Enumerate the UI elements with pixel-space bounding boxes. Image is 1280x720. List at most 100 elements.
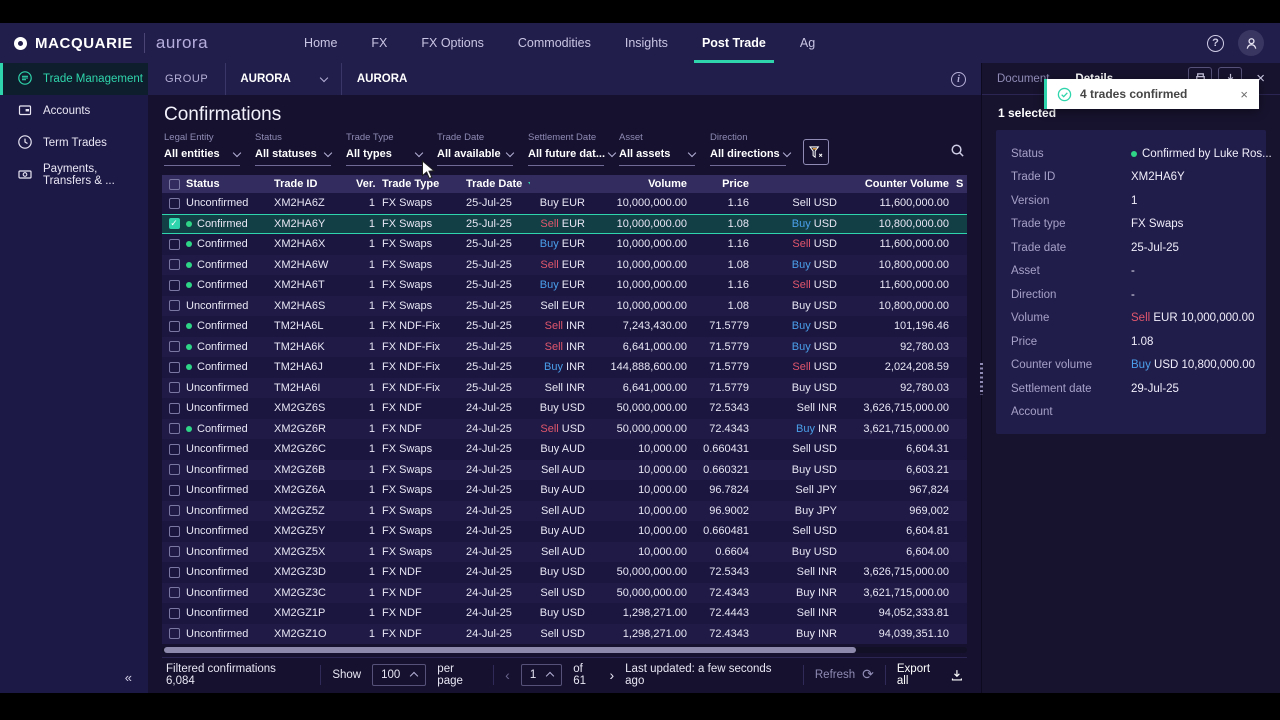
- trade-type-cell: FX NDF-Fix: [382, 320, 441, 333]
- row-checkbox[interactable]: [168, 361, 180, 373]
- sidebar-item-trade-management[interactable]: Trade Management: [0, 63, 148, 95]
- row-checkbox[interactable]: [168, 607, 180, 619]
- table-row[interactable]: Unconfirmed XM2GZ5Z 1 FX Swaps 24-Jul-25 Sell…: [162, 500, 967, 521]
- table-row[interactable]: Unconfirmed XM2GZ3C 1 FX NDF 24-Jul-25 Sell U…: [162, 582, 967, 603]
- table-row[interactable]: Confirmed TM2HA6K 1 FX NDF-Fix 25-Jul-25 Sell…: [162, 336, 967, 357]
- toast-close-icon[interactable]: ×: [1240, 86, 1248, 102]
- table-row[interactable]: ✓ Confirmed XM2HA6Y 1 FX Swaps 25-Jul-25 Sell …: [162, 213, 967, 234]
- row-checkbox[interactable]: [168, 484, 180, 496]
- table-row[interactable]: Unconfirmed XM2GZ6B 1 FX Swaps 24-Jul-25 Sell…: [162, 459, 967, 480]
- volume-cell: 7,243,430.00: [622, 320, 687, 333]
- row-checkbox[interactable]: [168, 279, 180, 291]
- row-checkbox[interactable]: [168, 382, 180, 394]
- counter-volume-cell: 3,621,715,000.00: [863, 422, 949, 435]
- table-row[interactable]: Unconfirmed TM2HA6I 1 FX NDF-Fix 25-Jul-25 Se…: [162, 377, 967, 398]
- row-checkbox[interactable]: [168, 505, 180, 517]
- row-checkbox[interactable]: [168, 587, 180, 599]
- col-truncated[interactable]: S: [956, 178, 966, 190]
- table-row[interactable]: Unconfirmed XM2GZ6A 1 FX Swaps 24-Jul-25 Buy …: [162, 480, 967, 501]
- table-row[interactable]: Confirmed XM2HA6T 1 FX Swaps 25-Jul-25 Buy EU…: [162, 275, 967, 296]
- table-row[interactable]: Unconfirmed XM2GZ1P 1 FX NDF 24-Jul-25 Buy US…: [162, 603, 967, 624]
- page-select[interactable]: 1: [520, 663, 563, 686]
- search-icon[interactable]: [950, 143, 965, 163]
- col-trade-date[interactable]: Trade Date: [466, 178, 530, 190]
- col-ver[interactable]: Ver.: [356, 178, 382, 190]
- filter-direction[interactable]: Direction All directions: [710, 132, 791, 166]
- filter-asset[interactable]: Asset All assets: [619, 132, 697, 166]
- ver-cell: 1: [368, 627, 375, 640]
- filter-legal-entity[interactable]: Legal Entity All entities: [164, 132, 242, 166]
- table-row[interactable]: Confirmed XM2GZ6R 1 FX NDF 24-Jul-25 Sell USD…: [162, 418, 967, 439]
- table-row[interactable]: Unconfirmed XM2HA6S 1 FX Swaps 25-Jul-25 Sell…: [162, 295, 967, 316]
- nav-item-commodities[interactable]: Commodities: [517, 36, 591, 50]
- price-cell: 96.7824: [709, 484, 749, 497]
- direction-label: Sell: [796, 566, 815, 579]
- row-checkbox[interactable]: [168, 423, 180, 435]
- row-checkbox[interactable]: [168, 238, 180, 250]
- table-row[interactable]: Confirmed TM2HA6J 1 FX NDF-Fix 25-Jul-25 Buy …: [162, 357, 967, 378]
- row-checkbox[interactable]: [168, 402, 180, 414]
- row-checkbox[interactable]: [168, 320, 180, 332]
- table-row[interactable]: Confirmed XM2HA6W 1 FX Swaps 25-Jul-25 Sell E…: [162, 254, 967, 275]
- filter-status[interactable]: Status All statuses: [255, 132, 333, 166]
- horizontal-scrollbar-thumb[interactable]: [164, 647, 857, 653]
- direction-label: Buy: [1131, 359, 1151, 372]
- volume-cell: 1,298,271.00: [622, 627, 687, 640]
- sidebar-collapse-icon[interactable]: «: [124, 670, 132, 685]
- panel-close-icon[interactable]: ×: [1256, 70, 1265, 87]
- row-checkbox[interactable]: [168, 525, 180, 537]
- nav-item-fx-options[interactable]: FX Options: [421, 36, 484, 50]
- col-volume[interactable]: Volume: [592, 178, 694, 190]
- filter-settlement-date[interactable]: Settlement Date All future dat...: [528, 132, 617, 166]
- help-icon[interactable]: ?: [1207, 34, 1224, 52]
- row-checkbox[interactable]: [168, 566, 180, 578]
- row-checkbox[interactable]: [168, 259, 180, 271]
- sidebar-item-term-trades[interactable]: Term Trades: [0, 127, 148, 159]
- info-icon[interactable]: i: [951, 71, 966, 87]
- prev-page-button[interactable]: ‹: [505, 666, 510, 683]
- table-row[interactable]: Unconfirmed XM2GZ6C 1 FX Swaps 24-Jul-25 Buy …: [162, 439, 967, 460]
- nav-item-post-trade[interactable]: Post Trade: [693, 23, 774, 63]
- header-select-checkbox[interactable]: [162, 178, 186, 190]
- row-checkbox[interactable]: [168, 464, 180, 476]
- table-row[interactable]: Confirmed XM2HA6X 1 FX Swaps 25-Jul-25 Buy EU…: [162, 234, 967, 255]
- export-all-button[interactable]: Export all: [897, 663, 963, 687]
- select-all-checkbox[interactable]: [168, 178, 180, 190]
- tab-document[interactable]: Document: [997, 72, 1050, 85]
- nav-item-insights[interactable]: Insights: [624, 36, 668, 50]
- filter-trade-date[interactable]: Trade Date All available: [437, 132, 515, 166]
- table-row[interactable]: Unconfirmed XM2GZ1O 1 FX NDF 24-Jul-25 Sell U…: [162, 623, 967, 644]
- row-checkbox[interactable]: [168, 443, 180, 455]
- avatar[interactable]: [1238, 30, 1264, 56]
- nav-item-fx[interactable]: FX: [371, 36, 388, 50]
- col-counter-volume[interactable]: Counter Volume: [844, 178, 956, 190]
- row-checkbox[interactable]: [168, 300, 180, 312]
- table-row[interactable]: Unconfirmed XM2HA6Z 1 FX Swaps 25-Jul-25 Buy …: [162, 193, 967, 214]
- group-selector[interactable]: AURORA: [226, 63, 340, 95]
- nav-item-home[interactable]: Home: [304, 36, 338, 50]
- row-checkbox[interactable]: [168, 546, 180, 558]
- col-trade-type[interactable]: Trade Type: [382, 178, 466, 190]
- filter-trade-type[interactable]: Trade Type All types: [346, 132, 424, 166]
- counter-volume-cell: 6,604.00: [906, 545, 949, 558]
- table-row[interactable]: Unconfirmed XM2GZ3D 1 FX NDF 24-Jul-25 Buy US…: [162, 562, 967, 583]
- sidebar-item-payments-transfers[interactable]: Payments, Transfers & ...: [0, 159, 148, 191]
- table-row[interactable]: Unconfirmed XM2GZ5X 1 FX Swaps 24-Jul-25 Sell…: [162, 541, 967, 562]
- col-price[interactable]: Price: [694, 178, 756, 190]
- panel-resize-handle[interactable]: [980, 363, 983, 395]
- col-status[interactable]: Status: [186, 178, 274, 190]
- table-row[interactable]: Unconfirmed XM2GZ5Y 1 FX Swaps 24-Jul-25 Buy …: [162, 521, 967, 542]
- row-checkbox[interactable]: [168, 628, 180, 640]
- row-checkbox[interactable]: [168, 197, 180, 209]
- refresh-button[interactable]: Refresh ⟳: [815, 666, 874, 683]
- clear-filters-button[interactable]: [803, 139, 829, 165]
- row-checkbox[interactable]: [168, 341, 180, 353]
- next-page-button[interactable]: ›: [609, 666, 615, 683]
- page-size-select[interactable]: 100: [372, 663, 427, 686]
- table-row[interactable]: Confirmed TM2HA6L 1 FX NDF-Fix 25-Jul-25 Sell…: [162, 316, 967, 337]
- table-row[interactable]: Unconfirmed XM2GZ6S 1 FX NDF 24-Jul-25 Buy US…: [162, 398, 967, 419]
- sidebar-item-accounts[interactable]: Accounts: [0, 95, 148, 127]
- col-trade-id[interactable]: Trade ID: [274, 178, 356, 190]
- row-checkbox[interactable]: ✓: [168, 218, 180, 230]
- nav-item-ag[interactable]: Ag: [799, 36, 816, 50]
